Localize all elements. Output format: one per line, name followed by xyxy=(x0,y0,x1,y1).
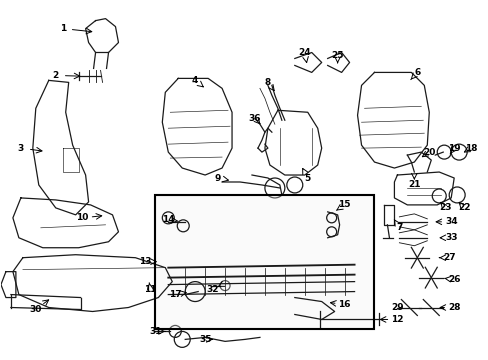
Text: 6: 6 xyxy=(413,68,420,77)
Text: 25: 25 xyxy=(331,51,343,60)
Bar xyxy=(155,195,374,329)
Text: 33: 33 xyxy=(444,233,456,242)
Text: 16: 16 xyxy=(338,300,350,309)
Text: 31: 31 xyxy=(149,327,161,336)
Bar xyxy=(155,195,374,329)
Text: 34: 34 xyxy=(444,217,457,226)
Text: 35: 35 xyxy=(199,335,211,344)
Text: 11: 11 xyxy=(144,285,156,294)
Text: 19: 19 xyxy=(447,144,460,153)
Text: 10: 10 xyxy=(76,213,89,222)
Text: 36: 36 xyxy=(248,114,261,123)
Text: 29: 29 xyxy=(390,303,403,312)
Text: 2: 2 xyxy=(53,71,59,80)
Text: 7: 7 xyxy=(395,223,402,232)
Text: 1: 1 xyxy=(60,24,66,33)
Text: 18: 18 xyxy=(464,144,476,153)
Text: 20: 20 xyxy=(422,148,435,157)
Text: 12: 12 xyxy=(390,315,403,324)
Text: 13: 13 xyxy=(139,257,151,266)
Text: 4: 4 xyxy=(192,76,198,85)
Text: 15: 15 xyxy=(338,201,350,210)
Text: 27: 27 xyxy=(442,253,455,262)
Text: 22: 22 xyxy=(457,203,469,212)
Text: 24: 24 xyxy=(298,48,310,57)
Text: 26: 26 xyxy=(447,275,460,284)
Text: 14: 14 xyxy=(162,215,174,224)
Text: 30: 30 xyxy=(30,305,42,314)
Text: 23: 23 xyxy=(438,203,450,212)
Text: 3: 3 xyxy=(18,144,24,153)
Text: 9: 9 xyxy=(214,174,221,183)
Text: 21: 21 xyxy=(407,180,420,189)
Text: 28: 28 xyxy=(447,303,460,312)
Text: 17: 17 xyxy=(169,290,181,299)
Text: 8: 8 xyxy=(264,78,270,87)
Text: 5: 5 xyxy=(304,174,310,183)
Text: 32: 32 xyxy=(205,285,218,294)
